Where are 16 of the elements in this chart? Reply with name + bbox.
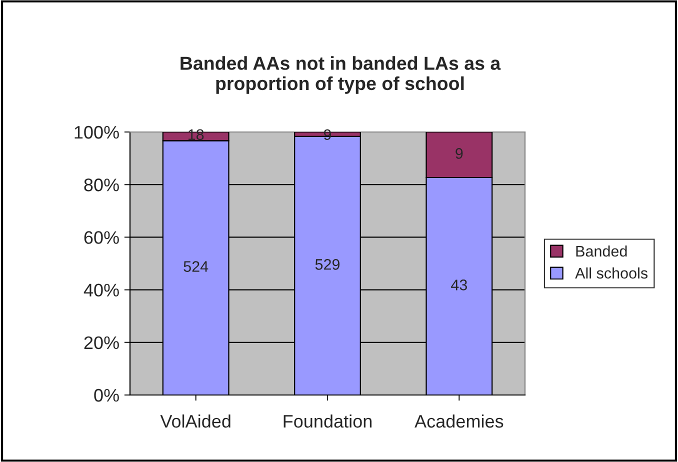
y-tick-label: 40% — [84, 284, 119, 297]
annotation: 9 — [456, 148, 463, 159]
y-tick-label: 20% — [84, 336, 119, 350]
y-tick-label: 0% — [94, 388, 119, 402]
x-tick-label: VolAided — [160, 414, 230, 428]
y-tick-label: 80% — [84, 178, 119, 192]
x-tick-label: Foundation — [284, 414, 372, 428]
annotation: 524 — [184, 261, 208, 272]
x-tick-label: Academies — [414, 414, 504, 428]
legend-label: All schools — [575, 267, 648, 279]
legend-label: Banded — [576, 245, 627, 257]
y-tick-label: 100% — [74, 126, 119, 139]
y-tick-label: 60% — [84, 231, 119, 244]
annotation: 529 — [315, 259, 340, 270]
chart-title: Banded AAs not in banded LAs as a proportion of type of school — [180, 56, 501, 94]
annotation: 43 — [451, 280, 467, 290]
